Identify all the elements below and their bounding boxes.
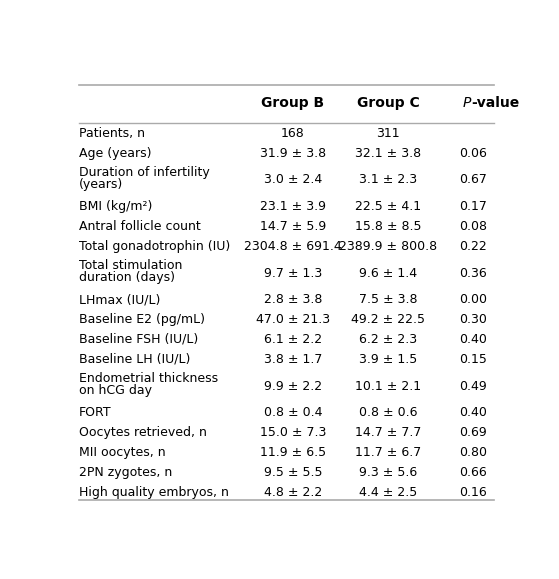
Text: 2304.8 ± 691.4: 2304.8 ± 691.4 [244,240,342,253]
Text: 311: 311 [376,127,400,140]
Text: Age (years): Age (years) [78,146,151,160]
Text: Group B: Group B [262,96,325,110]
Text: 9.9 ± 2.2: 9.9 ± 2.2 [264,379,322,393]
Text: 0.22: 0.22 [459,240,487,253]
Text: 9.6 ± 1.4: 9.6 ± 1.4 [359,266,418,280]
Text: 0.00: 0.00 [459,294,487,306]
Text: 14.7 ± 7.7: 14.7 ± 7.7 [355,426,421,439]
Text: 2389.9 ± 800.8: 2389.9 ± 800.8 [339,240,437,253]
Text: High quality embryos, n: High quality embryos, n [78,486,229,499]
Text: 15.0 ± 7.3: 15.0 ± 7.3 [260,426,326,439]
Text: 11.9 ± 6.5: 11.9 ± 6.5 [260,446,326,459]
Text: Baseline FSH (IU/L): Baseline FSH (IU/L) [78,333,198,346]
Text: 2PN zygotes, n: 2PN zygotes, n [78,466,172,479]
Text: 2.8 ± 3.8: 2.8 ± 3.8 [264,294,322,306]
Text: 0.36: 0.36 [459,266,487,280]
Text: 0.40: 0.40 [459,333,487,346]
Text: 6.1 ± 2.2: 6.1 ± 2.2 [264,333,322,346]
Text: 47.0 ± 21.3: 47.0 ± 21.3 [256,313,330,326]
Text: 0.69: 0.69 [459,426,487,439]
Text: MII oocytes, n: MII oocytes, n [78,446,165,459]
Text: FORT: FORT [78,406,111,419]
Text: 3.0 ± 2.4: 3.0 ± 2.4 [264,173,322,186]
Text: 6.2 ± 2.3: 6.2 ± 2.3 [359,333,418,346]
Text: BMI (kg/m²): BMI (kg/m²) [78,200,152,213]
Text: 14.7 ± 5.9: 14.7 ± 5.9 [260,220,326,233]
Text: Total gonadotrophin (IU): Total gonadotrophin (IU) [78,240,230,253]
Text: 9.5 ± 5.5: 9.5 ± 5.5 [264,466,322,479]
Text: 0.49: 0.49 [459,379,487,393]
Text: 32.1 ± 3.8: 32.1 ± 3.8 [355,146,421,160]
Text: 0.8 ± 0.4: 0.8 ± 0.4 [264,406,322,419]
Text: 31.9 ± 3.8: 31.9 ± 3.8 [260,146,326,160]
Text: 10.1 ± 2.1: 10.1 ± 2.1 [355,379,421,393]
Text: 0.80: 0.80 [459,446,487,459]
Text: 0.30: 0.30 [459,313,487,326]
Text: on hCG day: on hCG day [78,384,151,397]
Text: 4.8 ± 2.2: 4.8 ± 2.2 [264,486,322,499]
Text: LHmax (IU/L): LHmax (IU/L) [78,294,160,306]
Text: 0.17: 0.17 [459,200,487,213]
Text: 3.1 ± 2.3: 3.1 ± 2.3 [359,173,418,186]
Text: 0.06: 0.06 [459,146,487,160]
Text: 0.40: 0.40 [459,406,487,419]
Text: 49.2 ± 22.5: 49.2 ± 22.5 [351,313,425,326]
Text: 23.1 ± 3.9: 23.1 ± 3.9 [260,200,326,213]
Text: Total stimulation: Total stimulation [78,259,182,272]
Text: Baseline E2 (pg/mL): Baseline E2 (pg/mL) [78,313,205,326]
Text: Endometrial thickness: Endometrial thickness [78,372,217,385]
Text: Patients, n: Patients, n [78,127,145,140]
Text: 9.7 ± 1.3: 9.7 ± 1.3 [264,266,322,280]
Text: $\mathit{P}$: $\mathit{P}$ [462,96,472,110]
Text: 0.66: 0.66 [459,466,487,479]
Text: Oocytes retrieved, n: Oocytes retrieved, n [78,426,206,439]
Text: 0.67: 0.67 [459,173,487,186]
Text: Baseline LH (IU/L): Baseline LH (IU/L) [78,353,190,366]
Text: 3.9 ± 1.5: 3.9 ± 1.5 [359,353,418,366]
Text: 0.8 ± 0.6: 0.8 ± 0.6 [359,406,418,419]
Text: -value: -value [471,96,520,110]
Text: duration (days): duration (days) [78,271,174,284]
Text: 11.7 ± 6.7: 11.7 ± 6.7 [355,446,421,459]
Text: Antral follicle count: Antral follicle count [78,220,200,233]
Text: 15.8 ± 8.5: 15.8 ± 8.5 [355,220,421,233]
Text: 22.5 ± 4.1: 22.5 ± 4.1 [355,200,421,213]
Text: 3.8 ± 1.7: 3.8 ± 1.7 [264,353,322,366]
Text: 7.5 ± 3.8: 7.5 ± 3.8 [359,294,418,306]
Text: Duration of infertility: Duration of infertility [78,166,209,178]
Text: 9.3 ± 5.6: 9.3 ± 5.6 [359,466,418,479]
Text: 0.08: 0.08 [459,220,487,233]
Text: 0.15: 0.15 [459,353,487,366]
Text: 168: 168 [281,127,305,140]
Text: Group C: Group C [357,96,420,110]
Text: 0.16: 0.16 [459,486,487,499]
Text: (years): (years) [78,178,123,190]
Text: 4.4 ± 2.5: 4.4 ± 2.5 [359,486,418,499]
